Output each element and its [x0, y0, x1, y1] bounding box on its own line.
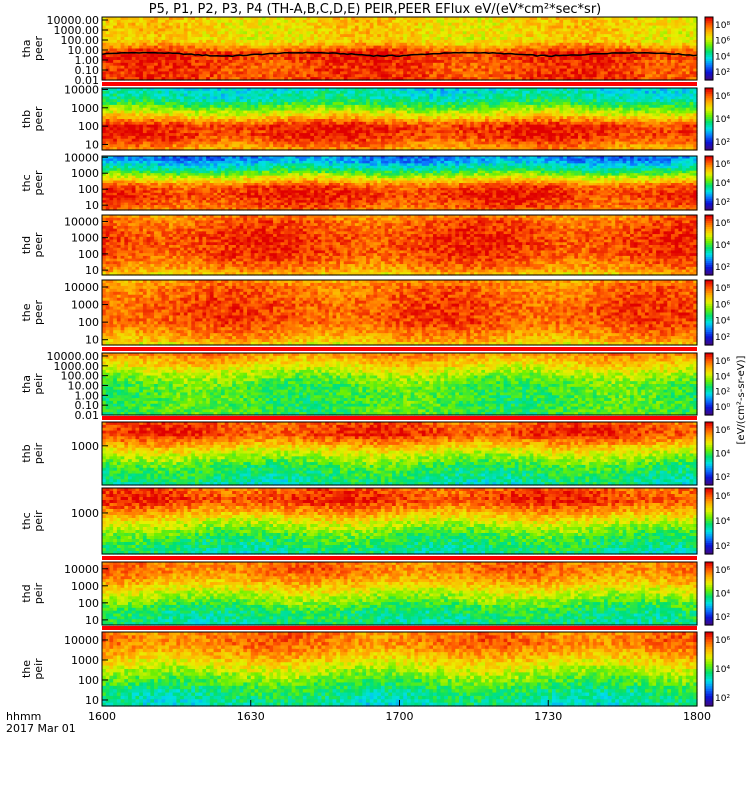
panel-tha_peer: 10000.001000.00100.0010.001.000.100.01th…: [20, 14, 698, 87]
colorbar-tick-label: 10⁴: [715, 52, 730, 62]
colorbar: 10⁸ 10⁶ 10⁴ 10²: [705, 17, 730, 81]
panel-thb_peer: 10000100010010thb peer: [20, 82, 698, 151]
colorbar-tick-label: 10⁸: [715, 21, 730, 31]
colorbar-tick-label: 10⁶: [715, 37, 730, 47]
spectrogram-figure: 10000.001000.00100.0010.001.000.100.01th…: [0, 0, 750, 800]
panel-label: peer: [32, 36, 45, 62]
colorbar-tick-label: 10²: [715, 68, 730, 78]
